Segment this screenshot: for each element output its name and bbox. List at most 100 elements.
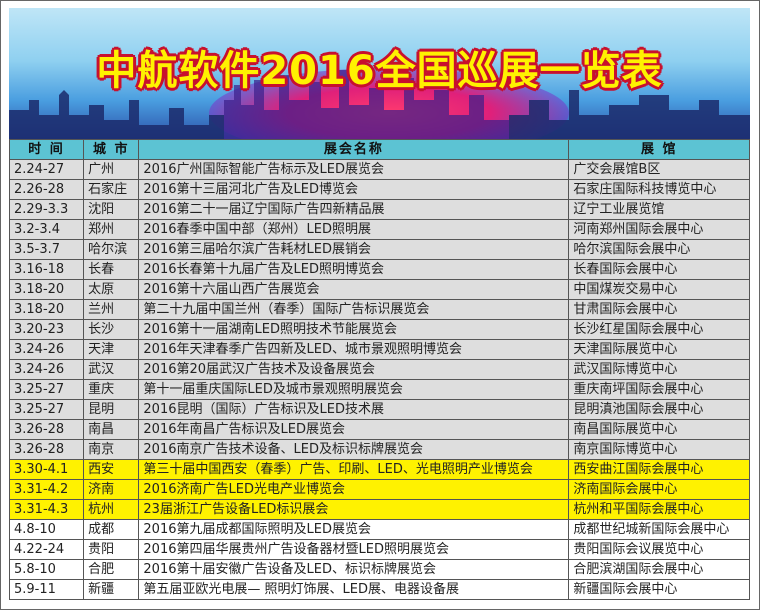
cell-venue: 重庆南坪国际会展中心 <box>568 379 750 400</box>
cell-date: 3.24-26 <box>8 339 85 360</box>
cell-city: 成都 <box>83 519 140 540</box>
table-row: 4.8-10 成都 2016第九届成都国际照明及LED展览会 成都世纪城新国际会展中心 <box>8 519 750 540</box>
table-row: 3.25-27 昆明 2016昆明（国际）广告标识及LED技术展 昆明滇池国际会展中心 <box>8 399 750 420</box>
cell-city: 新疆 <box>83 579 140 600</box>
cell-exhibition-name: 第十一届重庆国际LED及城市景观照明展览会 <box>138 379 570 400</box>
cell-venue: 中国煤炭交易中心 <box>568 279 750 300</box>
cell-exhibition-name: 2016广州国际智能广告标示及LED展览会 <box>138 159 570 180</box>
table-row: 2.24-27 广州 2016广州国际智能广告标示及LED展览会 广交会展馆B区 <box>8 159 750 180</box>
table-row: 3.26-28 南昌 2016年南昌广告标识及LED展览会 南昌国际展览中心 <box>8 419 750 440</box>
header-date: 时 间 <box>8 139 85 160</box>
cell-exhibition-name: 23届浙江广告设备LED标识展会 <box>138 499 570 520</box>
cell-venue: 石家庄国际科技博览中心 <box>568 179 750 200</box>
table-row: 3.16-18 长春 2016长春第十九届广告及LED照明博览会 长春国际会展中心 <box>8 259 750 280</box>
cell-date: 3.2-3.4 <box>8 219 85 240</box>
header-exhibition-name: 展会名称 <box>138 139 570 160</box>
cell-city: 哈尔滨 <box>83 239 140 260</box>
cell-venue: 合肥滨湖国际会展中心 <box>568 559 750 580</box>
cell-exhibition-name: 第三十届中国西安（春季）广告、印刷、LED、光电照明产业博览会 <box>138 459 570 480</box>
cell-city: 南京 <box>83 439 140 460</box>
table-row: 3.24-26 天津 2016年天津春季广告四新及LED、城市景观照明博览会 天津国际… <box>8 339 750 360</box>
cell-exhibition-name: 2016第二十一届辽宁国际广告四新精品展 <box>138 199 570 220</box>
banner: 中航软件2016全国巡展一览表 <box>9 8 750 140</box>
cell-exhibition-name: 第五届亚欧光电展— 照明灯饰展、LED展、电器设备展 <box>138 579 570 600</box>
cell-venue: 南昌国际展览中心 <box>568 419 750 440</box>
cell-date: 4.8-10 <box>8 519 85 540</box>
cell-venue: 甘肃国际会展中心 <box>568 299 750 320</box>
cell-exhibition-name: 2016第四届华展贵州广告设备器材暨LED照明展览会 <box>138 539 570 560</box>
cell-city: 济南 <box>83 479 140 500</box>
cell-exhibition-name: 2016第十届安徽广告设备及LED、标识标牌展览会 <box>138 559 570 580</box>
cell-date: 2.26-28 <box>8 179 85 200</box>
cell-venue: 西安曲江国际会展中心 <box>568 459 750 480</box>
cell-venue: 济南国际会展中心 <box>568 479 750 500</box>
cell-date: 2.24-27 <box>8 159 85 180</box>
cell-venue: 杭州和平国际会展中心 <box>568 499 750 520</box>
table-row: 3.25-27 重庆 第十一届重庆国际LED及城市景观照明展览会 重庆南坪国际会展中心 <box>8 379 750 400</box>
cell-date: 3.5-3.7 <box>8 239 85 260</box>
cell-exhibition-name: 2016年南昌广告标识及LED展览会 <box>138 419 570 440</box>
table-row: 3.18-20 兰州 第二十九届中国兰州（春季）国际广告标识展览会 甘肃国际会展中心 <box>8 299 750 320</box>
cell-exhibition-name: 2016长春第十九届广告及LED照明博览会 <box>138 259 570 280</box>
cell-date: 3.31-4.2 <box>8 479 85 500</box>
cell-venue: 河南郑州国际会展中心 <box>568 219 750 240</box>
cell-date: 4.22-24 <box>8 539 85 560</box>
cell-city: 武汉 <box>83 359 140 380</box>
cell-date: 3.31-4.3 <box>8 499 85 520</box>
cell-city: 合肥 <box>83 559 140 580</box>
header-venue: 展 馆 <box>568 139 750 160</box>
cell-city: 郑州 <box>83 219 140 240</box>
cell-date: 3.25-27 <box>8 379 85 400</box>
cell-exhibition-name: 2016年天津春季广告四新及LED、城市景观照明博览会 <box>138 339 570 360</box>
table-row: 5.8-10 合肥 2016第十届安徽广告设备及LED、标识标牌展览会 合肥滨湖国际会… <box>8 559 750 580</box>
table-row: 5.9-11 新疆 第五届亚欧光电展— 照明灯饰展、LED展、电器设备展 新疆国际会展… <box>8 579 750 600</box>
cell-city: 重庆 <box>83 379 140 400</box>
city-skyline-image <box>9 70 750 140</box>
header-city: 城 市 <box>83 139 140 160</box>
table-row: 3.31-4.3 杭州 23届浙江广告设备LED标识展会 杭州和平国际会展中心 <box>8 499 750 520</box>
cell-date: 3.26-28 <box>8 419 85 440</box>
table-row: 3.2-3.4 郑州 2016春季中国中部（郑州）LED照明展 河南郑州国际会展中心 <box>8 219 750 240</box>
cell-venue: 天津国际展览中心 <box>568 339 750 360</box>
cell-venue: 昆明滇池国际会展中心 <box>568 399 750 420</box>
table-row: 3.24-26 武汉 2016第20届武汉广告技术及设备展览会 武汉国际博览中心 <box>8 359 750 380</box>
cell-venue: 辽宁工业展览馆 <box>568 199 750 220</box>
cell-date: 3.18-20 <box>8 299 85 320</box>
table-header-row: 时 间 城 市 展会名称 展 馆 <box>8 139 750 160</box>
table-row: 3.26-28 南京 2016南京广告技术设备、LED及标识标牌展览会 南京国际博览中… <box>8 439 750 460</box>
cell-city: 广州 <box>83 159 140 180</box>
cell-city: 沈阳 <box>83 199 140 220</box>
page-title: 中航软件2016全国巡展一览表 <box>96 48 663 94</box>
table-row: 3.30-4.1 西安 第三十届中国西安（春季）广告、印刷、LED、光电照明产业博览… <box>8 459 750 480</box>
cell-date: 3.18-20 <box>8 279 85 300</box>
cell-city: 石家庄 <box>83 179 140 200</box>
cell-city: 杭州 <box>83 499 140 520</box>
table-row: 3.31-4.2 济南 2016济南广告LED光电产业博览会 济南国际会展中心 <box>8 479 750 500</box>
cell-date: 3.24-26 <box>8 359 85 380</box>
cell-exhibition-name: 第二十九届中国兰州（春季）国际广告标识展览会 <box>138 299 570 320</box>
cell-city: 天津 <box>83 339 140 360</box>
cell-venue: 长沙红星国际会展中心 <box>568 319 750 340</box>
cell-exhibition-name: 2016第十三届河北广告及LED博览会 <box>138 179 570 200</box>
cell-venue: 成都世纪城新国际会展中心 <box>568 519 750 540</box>
cell-date: 5.8-10 <box>8 559 85 580</box>
cell-venue: 新疆国际会展中心 <box>568 579 750 600</box>
cell-city: 昆明 <box>83 399 140 420</box>
cell-venue: 长春国际会展中心 <box>568 259 750 280</box>
cell-city: 长沙 <box>83 319 140 340</box>
table-row: 3.20-23 长沙 2016第十一届湖南LED照明技术节能展览会 长沙红星国际会展中… <box>8 319 750 340</box>
cell-exhibition-name: 2016南京广告技术设备、LED及标识标牌展览会 <box>138 439 570 460</box>
table-row: 2.29-3.3 沈阳 2016第二十一届辽宁国际广告四新精品展 辽宁工业展览馆 <box>8 199 750 220</box>
cell-exhibition-name: 2016春季中国中部（郑州）LED照明展 <box>138 219 570 240</box>
cell-date: 5.9-11 <box>8 579 85 600</box>
cell-date: 3.30-4.1 <box>8 459 85 480</box>
cell-exhibition-name: 2016济南广告LED光电产业博览会 <box>138 479 570 500</box>
cell-city: 贵阳 <box>83 539 140 560</box>
cell-date: 3.26-28 <box>8 439 85 460</box>
cell-exhibition-name: 2016第十一届湖南LED照明技术节能展览会 <box>138 319 570 340</box>
cell-exhibition-name: 2016第20届武汉广告技术及设备展览会 <box>138 359 570 380</box>
cell-date: 3.20-23 <box>8 319 85 340</box>
cell-date: 3.25-27 <box>8 399 85 420</box>
cell-venue: 南京国际博览中心 <box>568 439 750 460</box>
cell-venue: 广交会展馆B区 <box>568 159 750 180</box>
